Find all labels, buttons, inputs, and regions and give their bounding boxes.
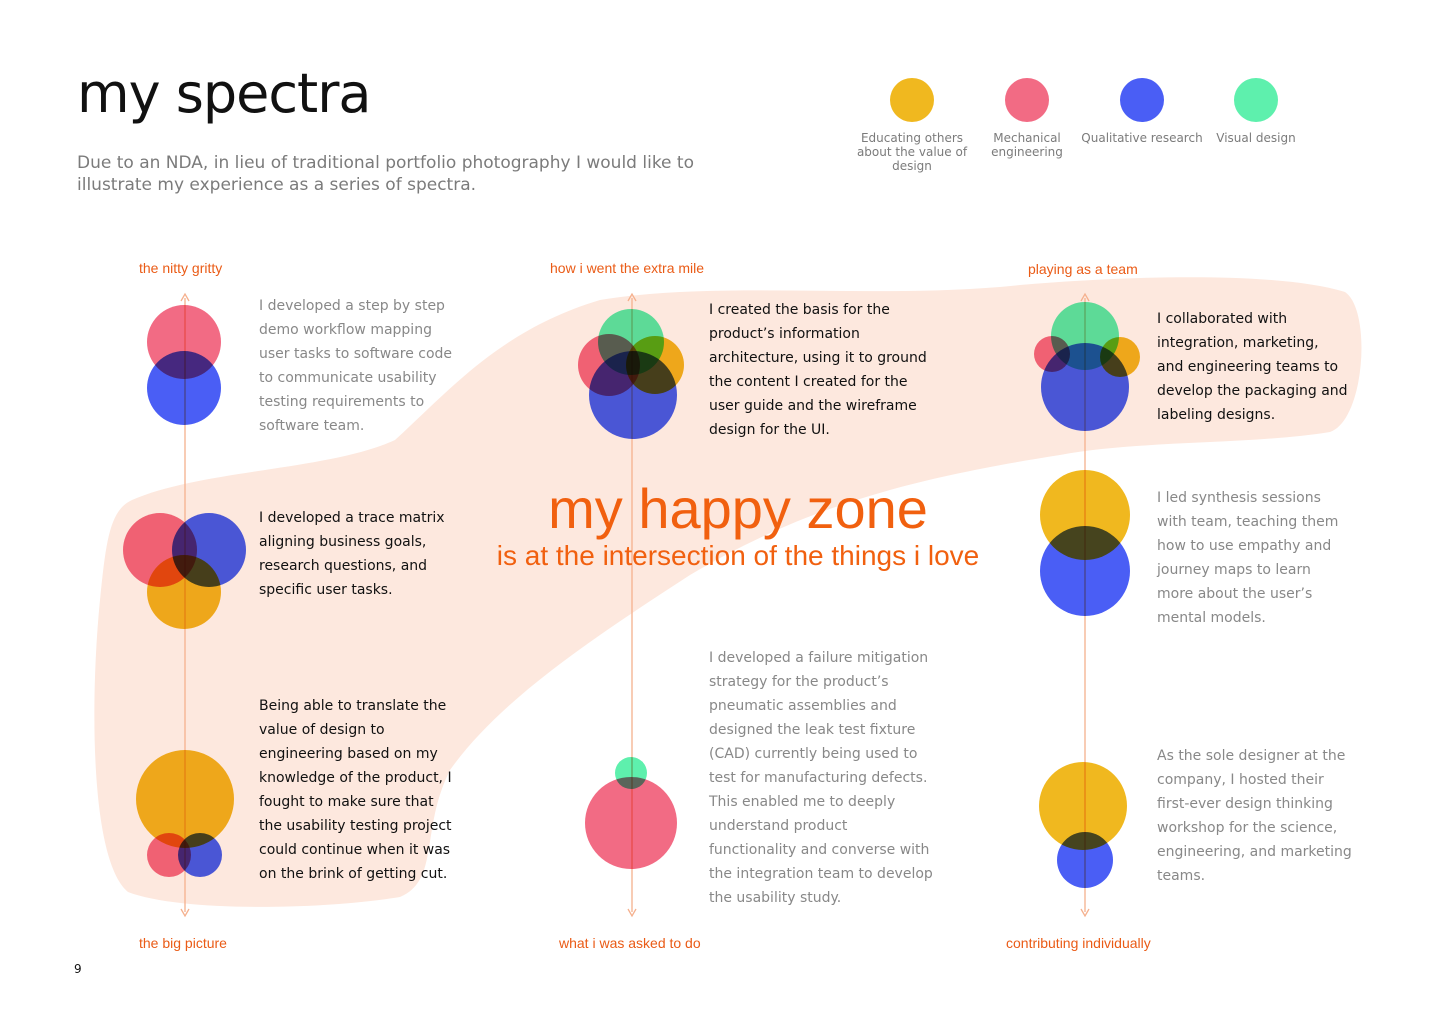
legend-label: Qualitative research bbox=[1081, 131, 1203, 145]
experience-description: As the sole designer at the company, I h… bbox=[1157, 748, 1352, 884]
legend-label: Visual design bbox=[1216, 131, 1296, 145]
blue-circle-icon bbox=[1120, 78, 1164, 122]
axis-top-label: playing as a team bbox=[1028, 261, 1138, 277]
happy-zone-area bbox=[94, 277, 1362, 907]
experience-description: I collaborated with integration, marketi… bbox=[1157, 311, 1348, 423]
legend-item-mechanical: Mechanical engineering bbox=[977, 78, 1077, 159]
legend-item-visual: Visual design bbox=[1206, 78, 1306, 145]
axis-top-label: the nitty gritty bbox=[139, 260, 223, 276]
experience-description: I developed a step by step demo workflow… bbox=[259, 298, 453, 434]
axis-bottom-label: the big picture bbox=[139, 935, 227, 951]
axis-bottom-label: contributing individually bbox=[1006, 935, 1151, 951]
page-number: 9 bbox=[74, 962, 82, 976]
venn-information-architecture bbox=[578, 309, 684, 439]
legend-label: Mechanical engineering bbox=[991, 131, 1063, 159]
happy-zone-subtitle: is at the intersection of the things i l… bbox=[496, 540, 980, 571]
green-circle-icon bbox=[1234, 78, 1278, 122]
legend-label: Educating others about the value of desi… bbox=[856, 131, 968, 173]
axis-bottom-label: what i was asked to do bbox=[559, 935, 701, 951]
page-title: my spectra bbox=[77, 62, 372, 125]
yellow-circle-icon bbox=[890, 78, 934, 122]
happy-zone-title: my happy zone bbox=[548, 477, 928, 540]
venn-synthesis-sessions bbox=[1040, 470, 1130, 616]
page-subtitle: Due to an NDA, in lieu of traditional po… bbox=[77, 153, 694, 195]
experience-description: Being able to translate the value of des… bbox=[259, 698, 452, 882]
legend-item-qualitative: Qualitative research bbox=[1077, 78, 1207, 145]
venn-packaging-labeling bbox=[1034, 302, 1140, 431]
experience-description: I developed a failure mitigation strateg… bbox=[709, 650, 933, 906]
experience-description: I developed a trace matrix aligning busi… bbox=[259, 510, 445, 598]
venn-failure-mitigation bbox=[585, 757, 677, 869]
legend-item-educating: Educating others about the value of desi… bbox=[847, 78, 977, 173]
venn-translate-value bbox=[136, 750, 234, 877]
venn-design-thinking-workshop bbox=[1039, 762, 1127, 888]
venn-trace-matrix bbox=[123, 513, 246, 629]
experience-description: I led synthesis sessions with team, teac… bbox=[1157, 490, 1339, 626]
pink-circle-icon bbox=[1005, 78, 1049, 122]
experience-description: I created the basis for the product’s in… bbox=[709, 302, 927, 438]
venn-workflow-mapping bbox=[147, 305, 221, 425]
axis-top-label: how i went the extra mile bbox=[550, 260, 705, 276]
